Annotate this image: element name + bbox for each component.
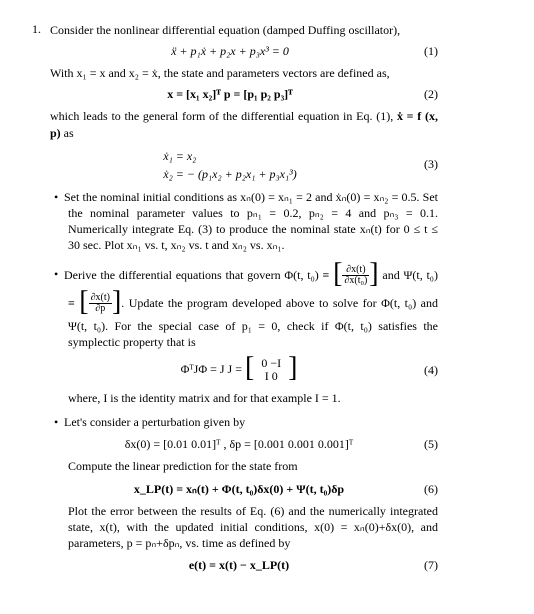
matrix-J: [ 0 −I I 0 ]	[245, 356, 297, 384]
equation-3-number: (3)	[410, 157, 438, 172]
intro-text: Consider the nonlinear differential equa…	[50, 22, 438, 38]
equation-6: x_LP(t) = xₙ(t) + Φ(t, t₀)δx(0) + Ψ(t, t…	[68, 481, 410, 497]
bullet-list: •Set the nominal initial conditions as x…	[50, 189, 438, 574]
equation-1-number: (1)	[410, 44, 438, 59]
problem-number: 1.	[32, 22, 50, 37]
equation-1: ẍ + p₁ẋ + p₂x + p₃x³ = 0	[50, 44, 410, 59]
para-2: With x₁ = x and x₂ = ẋ, the state and pa…	[50, 65, 438, 81]
bullet-3-c: Plot the error between the results of Eq…	[68, 503, 438, 552]
problem-body: Consider the nonlinear differential equa…	[50, 22, 438, 574]
equation-4-row: ΦᵀJΦ = J J = [ 0 −I I 0 ] (4)	[68, 356, 438, 384]
equation-5: δx(0) = [0.01 0.01]ᵀ , δp = [0.001 0.001…	[68, 436, 410, 452]
equation-4: ΦᵀJΦ = J J = [ 0 −I I 0 ]	[68, 356, 410, 384]
equation-5-number: (5)	[410, 436, 438, 452]
bullet-2: •Derive the differential equations that …	[68, 262, 438, 407]
equation-2-row: x = [x₁ x₂]ᵀ p = [p₁ p₂ p₃]ᵀ (2)	[50, 87, 438, 102]
equation-2-number: (2)	[410, 87, 438, 102]
equation-7: e(t) = x(t) − x_LP(t)	[68, 557, 410, 573]
bullet-3: •Let's consider a perturbation given by …	[68, 414, 438, 574]
equation-6-number: (6)	[410, 481, 438, 497]
para-3: which leads to the general form of the d…	[50, 108, 438, 140]
equation-2: x = [x₁ x₂]ᵀ p = [p₁ p₂ p₃]ᵀ	[50, 87, 410, 102]
problem-block: 1. Consider the nonlinear differential e…	[32, 22, 438, 574]
equation-6-row: x_LP(t) = xₙ(t) + Φ(t, t₀)δx(0) + Ψ(t, t…	[68, 481, 438, 497]
equation-5-row: δx(0) = [0.01 0.01]ᵀ , δp = [0.001 0.001…	[68, 436, 438, 452]
equation-3: ẋ₁ = x₂ ẋ₂ = − (p₁x₂ + p₂x₁ + p₃x₁³)	[50, 147, 410, 183]
bullet-2-post: where, I is the identity matrix and for …	[68, 390, 438, 406]
page: 1. Consider the nonlinear differential e…	[0, 0, 470, 600]
equation-3-row: ẋ₁ = x₂ ẋ₂ = − (p₁x₂ + p₂x₁ + p₃x₁³) (3)	[50, 147, 438, 183]
equation-4-number: (4)	[410, 362, 438, 378]
bullet-3-b: Compute the linear prediction for the st…	[68, 458, 438, 474]
equation-7-number: (7)	[410, 557, 438, 573]
bullet-1: •Set the nominal initial conditions as x…	[68, 189, 438, 254]
frac-psi: ∂x(t)∂p	[89, 293, 112, 314]
equation-7-row: e(t) = x(t) − x_LP(t) (7)	[68, 557, 438, 573]
frac-phi: ∂x(t)∂x(t₀)	[342, 265, 369, 286]
equation-1-row: ẍ + p₁ẋ + p₂x + p₃x³ = 0 (1)	[50, 44, 438, 59]
